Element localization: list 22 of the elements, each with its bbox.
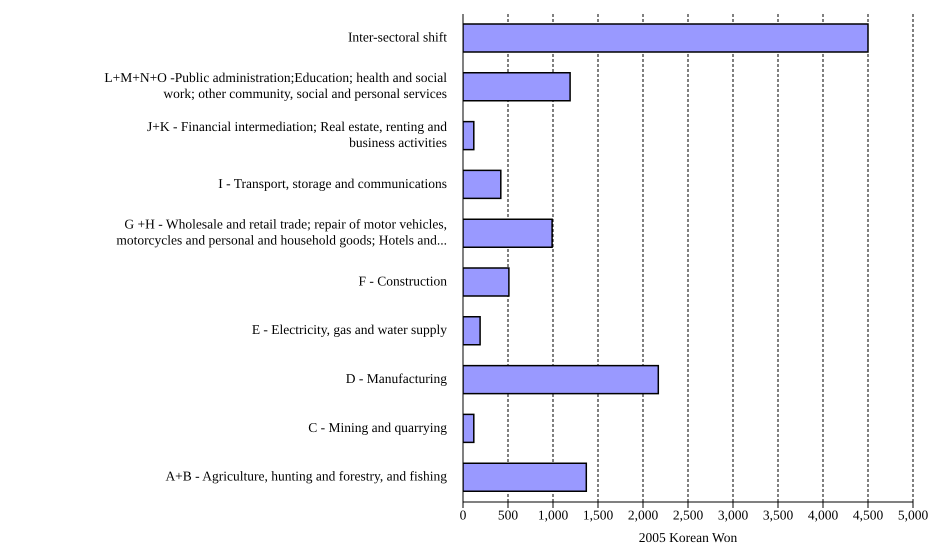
- x-tick-label: 500: [498, 508, 518, 523]
- x-axis-title: 2005 Korean Won: [638, 530, 738, 545]
- x-tick-label: 5,000: [898, 508, 928, 523]
- y-tick-label: Inter-sectoral shift: [348, 29, 448, 44]
- y-tick-label: I - Transport, storage and communications: [218, 176, 447, 191]
- x-tick-label: 1,500: [582, 508, 614, 523]
- x-tick-label: 3,500: [762, 508, 794, 523]
- y-tick-label: D - Manufacturing: [346, 371, 448, 386]
- y-tick-label: J+K - Financial intermediation; Real estate, renting and business activities: [146, 119, 448, 150]
- y-tick-label: L+M+N+O -Public administration;Education; health and social work; other community, social and personal services: [104, 70, 448, 102]
- y-tick-label: C - Mining and quarrying: [308, 420, 448, 435]
- x-tick-label: 1,000: [538, 508, 568, 523]
- y-tick-label: E - Electricity, gas and water supply: [252, 322, 448, 338]
- y-tick-label: F - Construction: [358, 273, 448, 288]
- x-tick-label: 2,000: [628, 508, 658, 523]
- x-tick-label: 4,500: [852, 508, 884, 523]
- x-tick-label: 4,000: [808, 508, 838, 523]
- x-tick-label: 3,000: [718, 508, 748, 523]
- x-tick-label: 0: [460, 508, 467, 523]
- y-tick-label: A+B - Agriculture, hunting and forestry, and fishing: [165, 468, 448, 484]
- x-tick-label: 2,500: [672, 508, 704, 523]
- y-tick-label: G +H - Wholesale and retail trade; repair of motor vehicles, motorcycles and personal and household goods; Hotels and...: [116, 216, 447, 248]
